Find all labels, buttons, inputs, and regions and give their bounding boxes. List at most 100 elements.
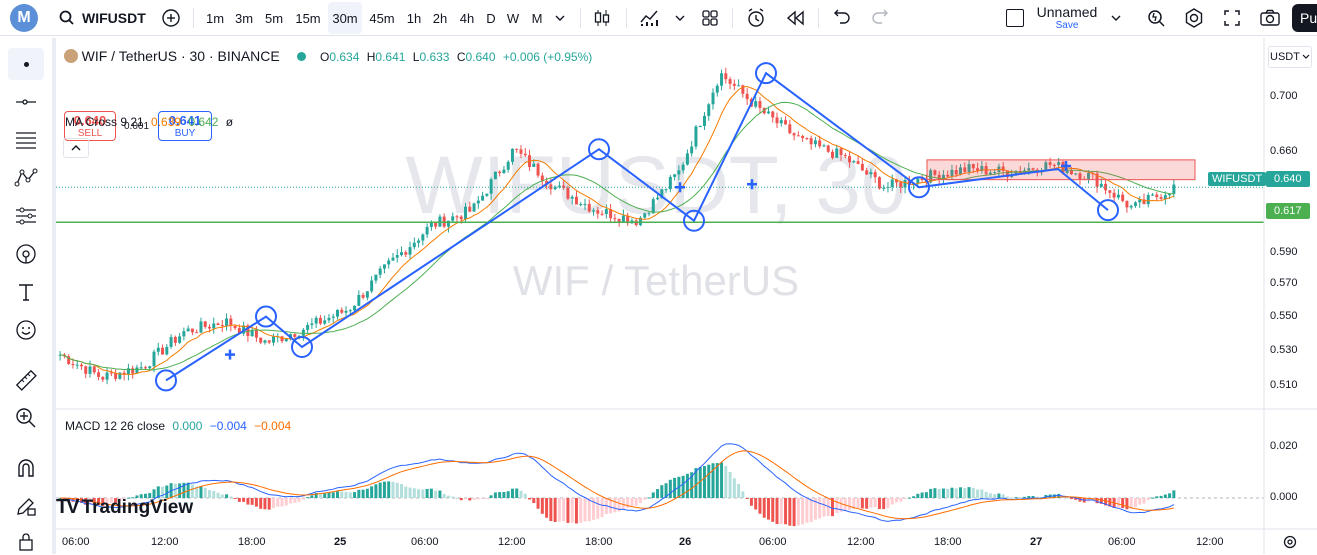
time-label: 25 bbox=[334, 536, 347, 548]
layout-checkbox-icon[interactable] bbox=[1004, 0, 1026, 36]
interval-2h[interactable]: 2h bbox=[432, 10, 448, 26]
interval-dropdown[interactable] bbox=[550, 0, 570, 36]
candles-type-button[interactable] bbox=[588, 0, 616, 36]
icon-tool[interactable] bbox=[8, 314, 44, 346]
interval-5m[interactable]: 5m bbox=[264, 10, 284, 26]
snapshot-button[interactable] bbox=[1256, 0, 1284, 36]
candle-body bbox=[97, 372, 101, 377]
macd-histogram-bar bbox=[79, 498, 83, 503]
magnet-tool[interactable] bbox=[8, 452, 44, 484]
compare-symbol-button[interactable] bbox=[158, 0, 184, 36]
candle-body bbox=[835, 148, 839, 158]
interval-30m[interactable]: 30m bbox=[328, 2, 362, 34]
undo-button[interactable] bbox=[828, 0, 856, 36]
macd-histogram-bar bbox=[583, 498, 587, 522]
price-label: 0.530 bbox=[1270, 344, 1298, 356]
logo-avatar[interactable]: M bbox=[8, 0, 40, 36]
drawings-layer[interactable] bbox=[56, 62, 1264, 392]
interval-1h[interactable]: 1h bbox=[406, 10, 422, 26]
macd-histogram-bar bbox=[728, 471, 732, 498]
layout-button[interactable] bbox=[696, 0, 724, 36]
macd-histogram-bar bbox=[877, 498, 881, 510]
macd-legend[interactable]: MACD 12 26 close 0.000 −0.004 −0.004 bbox=[65, 419, 291, 433]
ma-cross-legend[interactable]: MA Cross 9 21 0.639 0.642 ø bbox=[65, 115, 233, 129]
macd-histogram-bar bbox=[869, 498, 873, 508]
macd-histogram-bar bbox=[988, 493, 992, 498]
interval-3m[interactable]: 3m bbox=[234, 10, 254, 26]
ma-slow-line bbox=[60, 101, 1174, 371]
candle-body bbox=[660, 189, 664, 198]
publish-button[interactable]: Pu bbox=[1292, 4, 1317, 32]
candle-body bbox=[391, 257, 395, 261]
macd-histogram-bar bbox=[400, 484, 404, 498]
candle-body bbox=[545, 181, 549, 185]
save-label: Save bbox=[1055, 20, 1079, 31]
symbol-search[interactable]: WIFUSDT bbox=[58, 0, 158, 36]
interval-45m[interactable]: 45m bbox=[369, 10, 395, 26]
interval-15m[interactable]: 15m bbox=[295, 10, 321, 26]
symbol-legend[interactable]: WIF / TetherUS · 30 · BINANCE O0.634 H0.… bbox=[64, 48, 592, 64]
macd-histogram-bar bbox=[1159, 495, 1163, 498]
buy-button[interactable]: 0.641 BUY bbox=[158, 111, 212, 141]
price-label: 0.570 bbox=[1270, 277, 1298, 289]
tradingview-logo[interactable]: TV TradingView bbox=[56, 496, 193, 519]
candle-body bbox=[694, 126, 698, 147]
macd-histogram-bar bbox=[1146, 498, 1150, 501]
macd-histogram-bar bbox=[813, 498, 817, 520]
interval-w[interactable]: W bbox=[506, 10, 520, 26]
candle-body bbox=[267, 340, 271, 343]
quick-search-button[interactable] bbox=[1142, 0, 1170, 36]
pattern-tool[interactable] bbox=[8, 162, 44, 194]
ma-slow-value: 0.642 bbox=[188, 115, 219, 129]
macd-histogram-bar bbox=[1133, 498, 1137, 508]
alert-button[interactable] bbox=[742, 0, 770, 36]
hide-eye-icon[interactable]: ø bbox=[225, 115, 234, 129]
candle-body bbox=[1121, 194, 1125, 201]
macd-signal-line bbox=[60, 450, 1175, 520]
interval-d[interactable]: D bbox=[486, 10, 496, 26]
macd-histogram-bar bbox=[276, 498, 280, 507]
replay-button[interactable] bbox=[782, 0, 810, 36]
candle-body bbox=[365, 291, 369, 298]
candle-body bbox=[1048, 162, 1052, 165]
chart-canvas[interactable]: WIFUSDT, 30 WIF / TetherUS bbox=[56, 38, 1317, 554]
forecast-tool[interactable] bbox=[8, 200, 44, 232]
candle-body bbox=[579, 204, 583, 206]
measure-tool[interactable] bbox=[8, 364, 44, 396]
interval-4h[interactable]: 4h bbox=[459, 10, 475, 26]
macd-histogram-bar bbox=[331, 492, 335, 498]
macd-histogram-bar bbox=[1018, 497, 1022, 499]
candle-body bbox=[156, 347, 160, 352]
candle-body bbox=[293, 334, 297, 337]
indicators-button[interactable] bbox=[636, 0, 664, 36]
collapse-legend-button[interactable] bbox=[63, 138, 89, 158]
interval-1m[interactable]: 1m bbox=[205, 10, 225, 26]
candle-body bbox=[664, 189, 668, 191]
macd-histogram-bar bbox=[280, 498, 284, 507]
drawing-mode-tool[interactable] bbox=[8, 490, 44, 522]
lock-tool[interactable] bbox=[8, 528, 44, 554]
trend-line-tool[interactable] bbox=[8, 86, 44, 118]
fib-tool[interactable] bbox=[8, 124, 44, 156]
chart-area[interactable]: WIFUSDT, 30 WIF / TetherUS WIF / TetherU… bbox=[56, 38, 1317, 554]
candle-body bbox=[114, 372, 118, 379]
interval-m[interactable]: M bbox=[531, 10, 543, 26]
chart-settings-button[interactable] bbox=[1282, 534, 1298, 555]
candle-body bbox=[510, 148, 514, 162]
indicators-dropdown[interactable] bbox=[670, 0, 690, 36]
fullscreen-button[interactable] bbox=[1218, 0, 1246, 36]
sell-button[interactable]: 0.640 SELL bbox=[64, 111, 116, 141]
redo-button[interactable] bbox=[866, 0, 894, 36]
branding-text: TradingView bbox=[81, 496, 194, 518]
candle-body bbox=[937, 174, 941, 180]
layout-name-button[interactable]: Unnamed Save bbox=[1030, 0, 1104, 36]
layout-dropdown[interactable] bbox=[1106, 0, 1126, 36]
brush-tool[interactable] bbox=[8, 238, 44, 270]
text-tool[interactable] bbox=[8, 276, 44, 308]
cursor-dot-tool[interactable] bbox=[8, 48, 44, 80]
zoom-tool[interactable] bbox=[8, 402, 44, 434]
macd-histogram-bar bbox=[843, 498, 847, 511]
currency-select[interactable]: USDT bbox=[1268, 46, 1312, 68]
settings-button[interactable] bbox=[1180, 0, 1208, 36]
macd-histogram-bar bbox=[161, 486, 165, 498]
